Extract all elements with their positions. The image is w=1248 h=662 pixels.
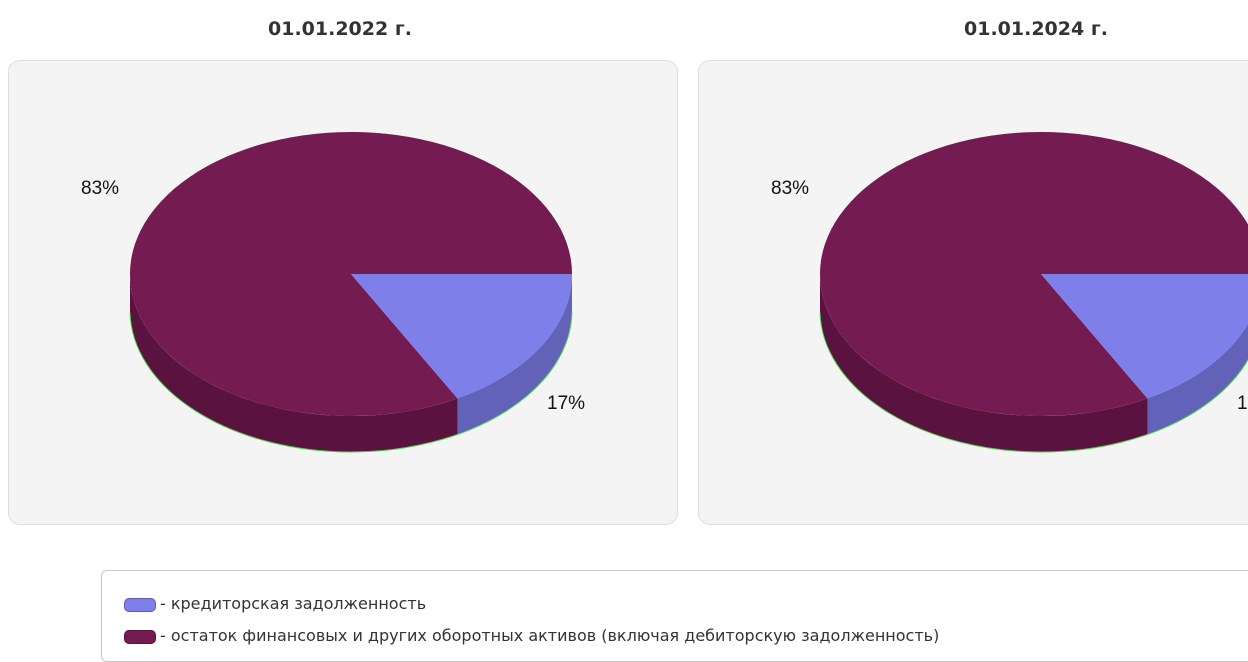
pie-2022-base-edge [129,312,573,453]
pie-2024-slice-creditor-side [1147,323,1248,435]
pie-chart-2022: 17% 83% [81,132,585,453]
pie-2024-slice-creditor [1041,274,1248,399]
pie-chart-panel-2024: 17% 83% [698,60,1248,525]
pie-2024-base-edge [819,312,1248,453]
legend-swatch-creditor [124,597,156,612]
legend-label-other-assets: - остаток финансовых и других оборотных … [160,626,940,645]
pie-chart-panel-2022: 17% 83% [8,60,678,525]
pie-2024-label-other-assets: 83% [771,178,809,199]
pie-2024-label-creditor: 17% [1237,393,1248,414]
pie-2024-slice-other-assets [820,132,1248,416]
chart-legend: - кредиторская задолженность - остаток ф… [101,570,1248,662]
pie-2022-slice-other-assets-side [130,274,458,452]
legend-item-other-assets: - остаток финансовых и других оборотных … [124,626,939,646]
pie-2022-label-creditor: 17% [547,393,585,414]
pie-2022-label-other-assets: 83% [81,178,119,199]
legend-item-creditor: - кредиторская задолженность [124,594,426,614]
pie-chart-2024: 17% 83% [771,132,1248,453]
chart-title-2024: 01.01.2024 г. [964,18,1108,40]
legend-label-creditor: - кредиторская задолженность [160,594,427,613]
pie-2022-slice-creditor [351,274,572,399]
pie-2024-slice-other-assets-side [820,274,1148,452]
legend-swatch-other-assets [124,629,156,644]
chart-title-2022: 01.01.2022 г. [268,18,412,40]
pie-2022-slice-creditor-side [457,274,572,435]
